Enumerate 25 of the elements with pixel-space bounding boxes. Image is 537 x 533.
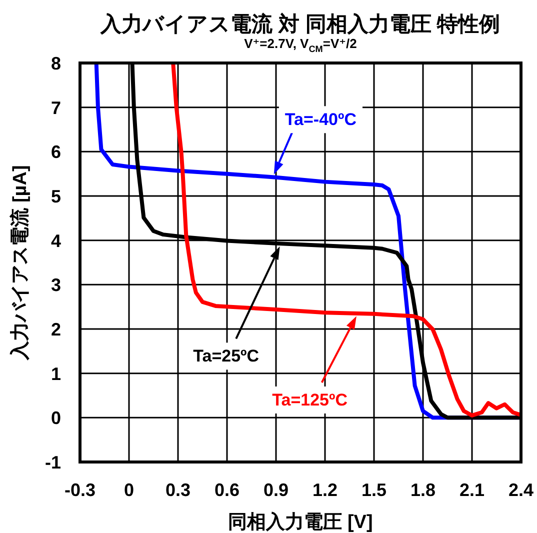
y-tick-label: 8 [50, 54, 61, 74]
y-tick-label: -1 [44, 452, 61, 472]
y-tick-label: 2 [50, 320, 61, 340]
chart-subtitle: V⁺=2.7V, V$_{CM}$=V⁺/2 [244, 36, 357, 54]
label-series: Ta=-40ºC [278, 106, 362, 134]
x-axis-title: 同相入力電圧 [V] [228, 511, 373, 533]
y-tick-label: 3 [50, 275, 61, 296]
y-tick-label: 6 [50, 142, 61, 162]
x-tick-label: 2.4 [508, 480, 534, 500]
x-tick-label: 0.9 [263, 480, 289, 500]
x-tick-label: 1.2 [312, 480, 338, 500]
x-tick-label: 1.5 [361, 480, 387, 500]
y-tick-label: 1 [50, 364, 61, 384]
x-tick-label: -0.3 [64, 480, 96, 500]
y-tick-label: 7 [50, 98, 61, 118]
y-tick-label: 5 [50, 186, 61, 206]
y-axis-title: 入力バイアス電流 [µA] [9, 165, 31, 361]
chart-title: 入力バイアス電流 対 同相入力電圧 特性例 [100, 12, 500, 36]
x-tick-label: 0.6 [214, 480, 240, 500]
x-tick-label: 0.3 [165, 480, 191, 500]
y-tick-label: 0 [50, 408, 61, 428]
y-tick-label: 4 [50, 230, 61, 251]
x-tick-label: 1.8 [410, 480, 436, 500]
x-tick-label: 0 [124, 480, 134, 500]
x-tick-label: 2.1 [459, 480, 485, 500]
